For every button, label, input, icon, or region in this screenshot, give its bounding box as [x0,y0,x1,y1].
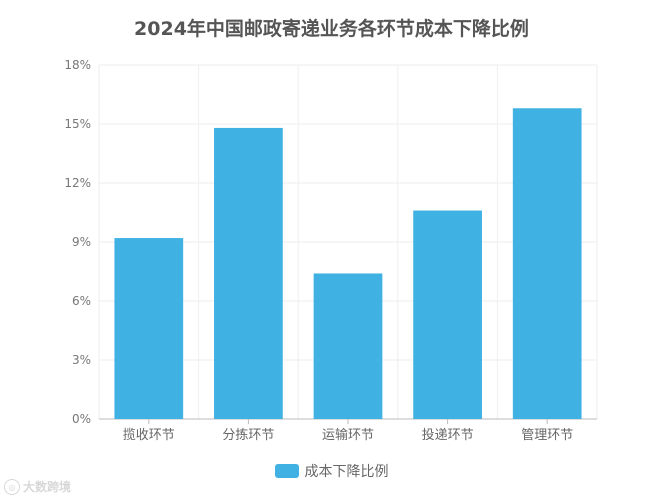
bar[interactable] [512,108,582,420]
bar[interactable] [313,273,383,419]
watermark-logo-icon: ◎ [4,478,20,495]
x-tick-label: 分拣环节 [222,428,274,443]
x-tick-label: 管理环节 [521,428,573,443]
y-tick-label: 0% [72,412,91,426]
legend-label: 成本下降比例 [304,464,389,480]
bar[interactable] [214,127,283,419]
chart-title: 2024年中国邮政寄递业务各环节成本下降比例 [134,18,529,40]
y-tick-label: 15% [64,117,91,131]
bar[interactable] [114,238,184,419]
x-tick-label: 投递环节 [422,427,474,443]
watermark-text: 大数跨境 [23,480,72,494]
y-tick-label: 9% [72,235,91,249]
y-tick-label: 18% [64,58,91,72]
y-tick-label: 3% [72,353,91,367]
y-tick-label: 6% [72,294,91,308]
legend[interactable]: 成本下降比例 [0,461,663,481]
x-tick-label: 揽收环节 [123,427,175,443]
y-tick-label: 12% [64,176,91,190]
watermark: ◎ 大数跨境 [4,478,71,495]
x-tick-label: 运输环节 [322,427,374,443]
legend-swatch [274,464,299,478]
bar[interactable] [413,210,482,419]
